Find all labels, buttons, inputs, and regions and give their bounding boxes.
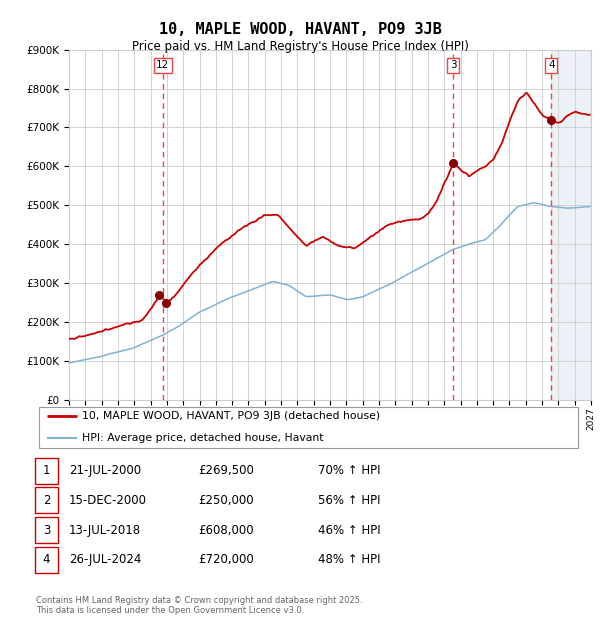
Text: 21-JUL-2000: 21-JUL-2000 [69,464,141,477]
Text: 10, MAPLE WOOD, HAVANT, PO9 3JB: 10, MAPLE WOOD, HAVANT, PO9 3JB [158,22,442,37]
Text: 15-DEC-2000: 15-DEC-2000 [69,494,147,507]
Text: 56% ↑ HPI: 56% ↑ HPI [318,494,380,507]
Text: HPI: Average price, detached house, Havant: HPI: Average price, detached house, Hava… [82,433,324,443]
Text: £608,000: £608,000 [198,524,254,536]
Bar [551,50,591,400]
Text: 2: 2 [43,494,50,507]
Text: Contains HM Land Registry data © Crown copyright and database right 2025.
This d: Contains HM Land Registry data © Crown c… [36,596,362,615]
Text: 13-JUL-2018: 13-JUL-2018 [69,524,141,536]
Text: 12: 12 [156,60,169,70]
Text: 3: 3 [43,524,50,536]
Text: £720,000: £720,000 [198,554,254,566]
Text: 4: 4 [548,60,554,70]
Text: Price paid vs. HM Land Registry's House Price Index (HPI): Price paid vs. HM Land Registry's House … [131,40,469,53]
Text: 26-JUL-2024: 26-JUL-2024 [69,554,142,566]
Text: 4: 4 [43,554,50,566]
FancyBboxPatch shape [39,407,578,448]
Text: 48% ↑ HPI: 48% ↑ HPI [318,554,380,566]
Text: 1: 1 [43,464,50,477]
Text: 3: 3 [449,60,457,70]
Text: 10, MAPLE WOOD, HAVANT, PO9 3JB (detached house): 10, MAPLE WOOD, HAVANT, PO9 3JB (detache… [82,411,380,421]
Text: £250,000: £250,000 [198,494,254,507]
Text: 46% ↑ HPI: 46% ↑ HPI [318,524,380,536]
Text: 70% ↑ HPI: 70% ↑ HPI [318,464,380,477]
Text: £269,500: £269,500 [198,464,254,477]
